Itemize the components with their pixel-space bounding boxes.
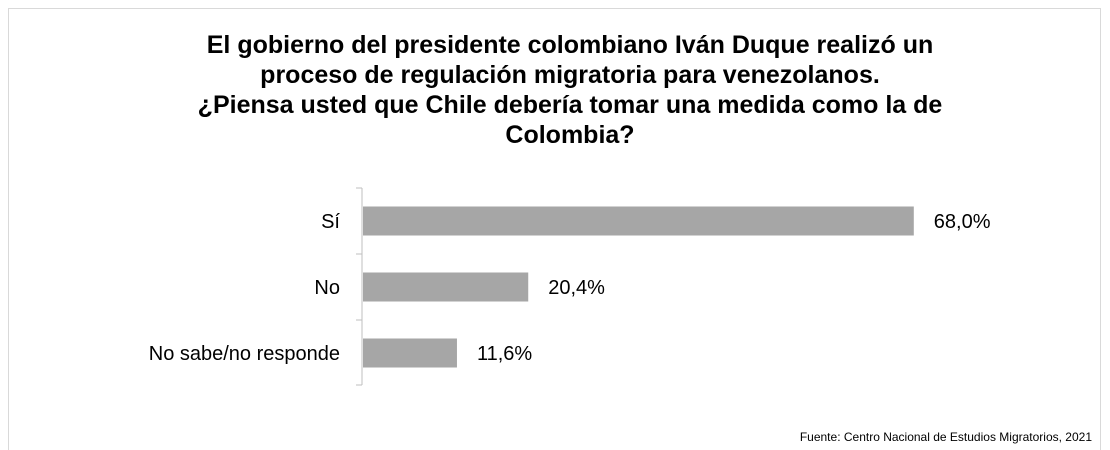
source-note: Fuente: Centro Nacional de Estudios Migr…: [799, 430, 1092, 444]
bar-2: [363, 338, 457, 368]
chart-title: El gobierno del presidente colombiano Iv…: [100, 30, 1040, 150]
bar-0: [363, 206, 914, 236]
data-label-1: 20,4%: [548, 277, 605, 299]
title-line-1: El gobierno del presidente colombiano Iv…: [206, 31, 934, 59]
category-label-0: Sí: [321, 211, 340, 233]
title-line-3: ¿Piensa usted que Chile debería tomar un…: [197, 91, 943, 119]
data-label-0: 68,0%: [934, 211, 991, 233]
title-line-2: proceso de regulación migratoria para ve…: [260, 61, 880, 89]
data-label-2: 11,6%: [477, 343, 532, 365]
title-line-4: Colombia?: [505, 121, 635, 149]
category-label-2: No sabe/no responde: [149, 343, 340, 365]
category-label-1: No: [314, 277, 340, 299]
bar-1: [363, 272, 529, 302]
